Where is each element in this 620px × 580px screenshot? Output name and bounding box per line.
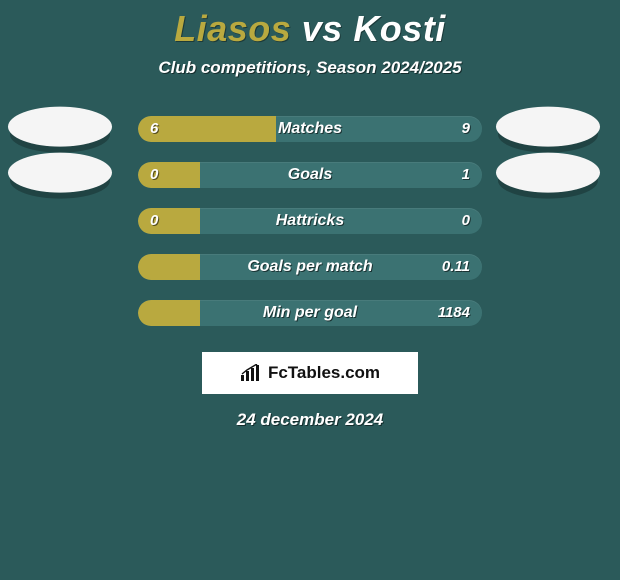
stat-bar-fill [138, 116, 276, 142]
comparison-card: Liasos vs Kosti Club competitions, Seaso… [0, 0, 620, 430]
stat-bar-fill [138, 300, 200, 326]
vs-text: vs [302, 8, 343, 49]
stat-value-right: 1 [462, 162, 470, 188]
stat-row-hattricks: 00Hattricks [0, 198, 620, 244]
stat-row-gpm: 0.11Goals per match [0, 244, 620, 290]
stat-bar: 1184Min per goal [138, 300, 482, 326]
stat-row-matches: 69Matches [0, 106, 620, 152]
stat-row-mpg: 1184Min per goal [0, 290, 620, 336]
stat-bar-fill [138, 208, 200, 234]
stat-bar: 00Hattricks [138, 208, 482, 234]
stat-value-left: 6 [150, 116, 158, 142]
player1-avatar [8, 153, 112, 193]
fctables-logo: FcTables.com [202, 352, 418, 394]
stat-value-right: 0 [462, 208, 470, 234]
stat-value-left: 0 [150, 162, 158, 188]
stat-bar-fill [138, 162, 200, 188]
subtitle: Club competitions, Season 2024/2025 [0, 58, 620, 78]
chart-icon [240, 364, 262, 382]
stats-container: 69Matches01Goals00Hattricks0.11Goals per… [0, 106, 620, 336]
stat-value-right: 1184 [438, 300, 470, 326]
stat-bar: 69Matches [138, 116, 482, 142]
date: 24 december 2024 [0, 410, 620, 430]
player2-avatar [496, 107, 600, 147]
stat-row-goals: 01Goals [0, 152, 620, 198]
player2-avatar [496, 153, 600, 193]
player1-name: Liasos [174, 8, 291, 49]
player2-name: Kosti [353, 8, 446, 49]
stat-bar: 01Goals [138, 162, 482, 188]
stat-bar: 0.11Goals per match [138, 254, 482, 280]
logo-text: FcTables.com [268, 363, 380, 383]
stat-bar-fill [138, 254, 200, 280]
stat-value-right: 9 [462, 116, 470, 142]
page-title: Liasos vs Kosti [0, 6, 620, 58]
stat-value-left: 0 [150, 208, 158, 234]
player1-avatar [8, 107, 112, 147]
stat-value-right: 0.11 [442, 254, 470, 280]
